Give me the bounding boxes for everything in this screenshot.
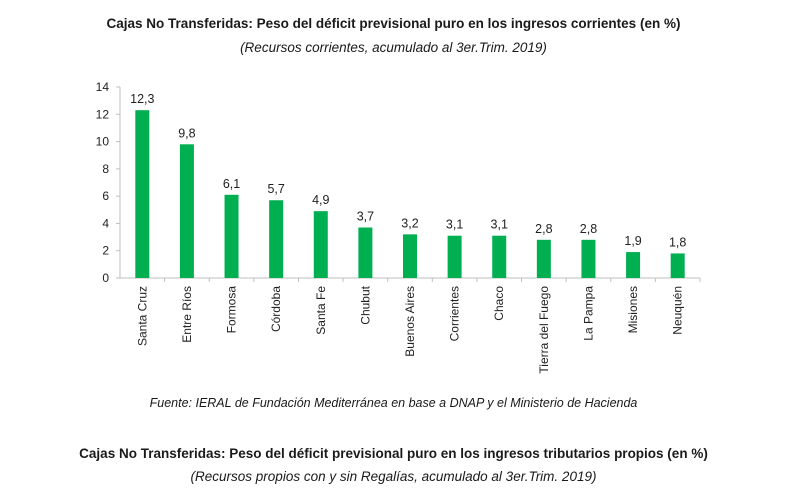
bar xyxy=(536,239,551,278)
y-tick-label: 8 xyxy=(102,162,109,176)
bar xyxy=(626,252,641,278)
bar xyxy=(224,194,239,278)
bar xyxy=(403,234,417,278)
bar-value-label: 3,1 xyxy=(491,218,508,232)
chart-title: Cajas No Transferidas: Peso del déficit … xyxy=(106,16,681,31)
bar-value-label: 3,1 xyxy=(446,218,463,232)
y-tick-label: 2 xyxy=(102,244,109,258)
chart-subtitle: (Recursos corrientes, acumulado al 3er.T… xyxy=(240,40,547,55)
bar xyxy=(313,211,328,278)
category-label: Córdoba xyxy=(269,286,283,332)
y-tick-label: 0 xyxy=(102,271,109,285)
category-label: Chaco xyxy=(492,286,506,321)
bar-value-label: 4,9 xyxy=(312,193,329,207)
bar-value-label: 2,8 xyxy=(580,222,597,236)
bar xyxy=(492,235,507,278)
category-label: Corrientes xyxy=(448,286,462,341)
category-label: Chubut xyxy=(358,285,372,324)
bar xyxy=(269,200,284,278)
bar-value-label: 1,8 xyxy=(669,235,686,249)
category-label: La Pampa xyxy=(581,286,595,341)
category-label: Neuquén xyxy=(671,286,685,335)
second-chart-title: Cajas No Transferidas: Peso del déficit … xyxy=(79,446,708,461)
bar-value-label: 1,9 xyxy=(624,234,641,248)
bar xyxy=(670,253,685,278)
bar xyxy=(447,235,462,278)
y-tick-label: 6 xyxy=(102,189,109,203)
bar-value-label: 9,8 xyxy=(178,126,195,140)
category-label: Tierra del Fuego xyxy=(537,286,551,374)
bar-value-label: 6,1 xyxy=(223,177,240,191)
category-label: Entre Ríos xyxy=(180,286,194,343)
second-chart-subtitle: (Recursos propios con y sin Regalías, ac… xyxy=(190,469,597,484)
source-note: Fuente: IERAL de Fundación Mediterránea … xyxy=(149,396,638,410)
category-label: Formosa xyxy=(225,286,239,334)
bar-value-label: 2,8 xyxy=(535,222,552,236)
bar-value-label: 12,3 xyxy=(130,92,154,106)
category-label: Misiones xyxy=(626,286,640,333)
y-tick-label: 14 xyxy=(96,80,110,94)
bar-value-label: 3,7 xyxy=(357,210,374,224)
bar xyxy=(179,144,194,278)
bar xyxy=(135,110,150,278)
y-tick-label: 12 xyxy=(96,107,110,121)
bar-value-label: 5,7 xyxy=(267,182,284,196)
category-label: Santa Cruz xyxy=(135,286,149,346)
bar-chart: 0 2 4 6 8 10 12 14 12,3 Santa Cruz 9,8 Entre Ríos 6,… xyxy=(96,80,701,374)
category-label: Santa Fe xyxy=(314,286,328,335)
bar-value-label: 3,2 xyxy=(401,216,418,230)
y-tick-label: 4 xyxy=(102,216,109,230)
category-label: Buenos Aires xyxy=(403,286,417,357)
y-tick-label: 10 xyxy=(96,135,110,149)
bar xyxy=(581,239,596,278)
bar xyxy=(358,227,373,278)
